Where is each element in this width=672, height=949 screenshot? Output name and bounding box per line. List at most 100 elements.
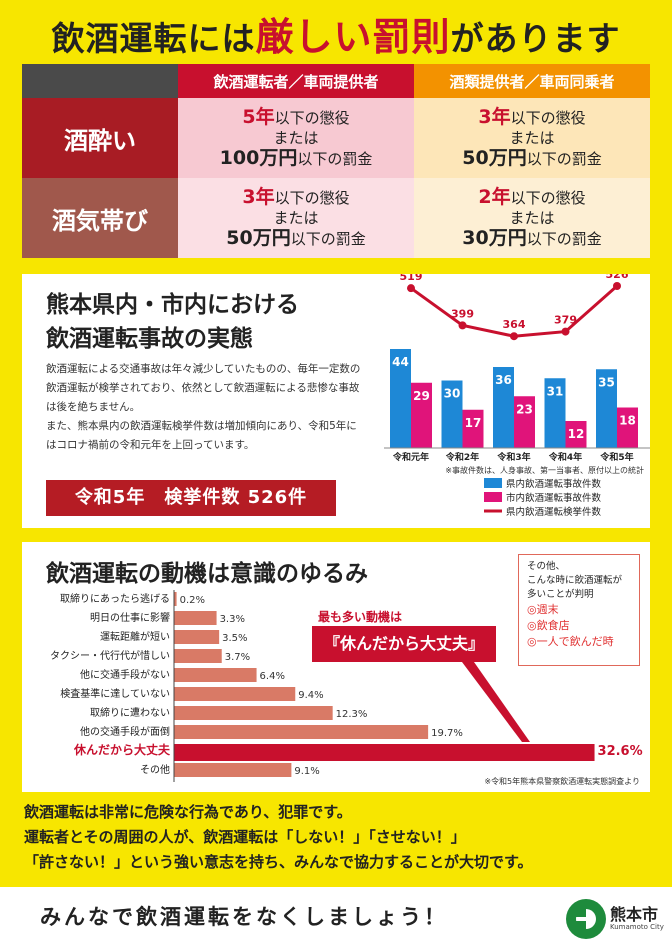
title-post: があります [450,19,621,58]
motives-section: 取締りにあったら逃げる 0.2% 明日の仕事に影響 3.3% 運転距離が短い 3.5% タク… [22,542,650,792]
bar-shinai-accidents [617,407,638,448]
bar-kennai-accidents [544,378,566,448]
category-label: 休んだから大丈夫 [73,742,171,757]
city-name: 熊本市 [610,905,659,924]
page-title: 飲酒運転には厳しい罰則があります [0,6,672,61]
line-value-label: 526 [606,274,629,281]
title-pre: 飲酒運転には [51,19,256,58]
motive-bar [174,611,217,625]
category-label: 検査基準に達していない [60,687,170,700]
bar-value-label: 23 [516,402,533,416]
line-point [613,282,621,290]
motives-chart: 取締りにあったら逃げる 0.2% 明日の仕事に影響 3.3% 運転距離が短い 3.5% タク… [50,590,643,786]
legend-swatch [484,492,502,502]
accidents-heading: 熊本県内・市内における 飲酒運転事故の実態 [46,292,299,352]
category-label: 取締りにあったら逃げる [60,592,170,605]
penalty-table: 飲酒運転者／車両提供者 酒類提供者／車両同乗者 酒酔い 5年以下の懲役 または … [22,64,650,258]
bar-value-label: 9.1% [294,766,319,777]
bar-value-label: 17 [465,416,482,430]
title-highlight: 厳しい罰則 [255,15,451,59]
bar-value-label: 19.7% [431,728,463,739]
bar-value-label: 29 [413,389,430,403]
footer: みんなで飲酒運転をなくしましょう！ 熊本市 Kumamoto City [0,887,672,949]
bar-shinai-accidents [462,409,484,448]
line-value-label: 364 [503,318,526,331]
category-label: 他の交通手段が面倒 [80,725,170,738]
bar-value-label: 6.4% [260,671,285,682]
line-point [561,327,570,336]
line-point [458,321,467,330]
category-label: 運転距離が短い [100,630,170,643]
motive-bar [174,668,257,682]
bar-shinai-accidents [411,382,432,448]
penalty-cell: 3年以下の懲役 または 50万円以下の罰金 [414,98,650,178]
bar-value-label: 44 [392,355,409,369]
motive-bar [174,706,333,720]
penalty-header-driver: 飲酒運転者／車両提供者 [178,64,414,98]
penalty-header-provider: 酒類提供者／車両同乗者 [414,64,650,98]
motive-bar [174,763,292,777]
motives-heading: 飲酒運転の動機は意識のゆるみ [46,561,368,587]
accidents-section: 熊本県内・市内における 飲酒運転事故の実態 飲酒運転による交通事故は年々減少してい… [22,274,650,528]
line-point [407,284,415,293]
motive-bar [174,630,220,644]
accidents-chart: 44 29 令和元年 30 17 令和2年 36 23 令和3年 31 12 令和4年 35 18 令和5年… [384,274,650,518]
x-tick-label: 令和2年 [445,451,479,463]
chart-note: ※事故件数は、人身事故、第一当事者、原付以上の統計 [445,465,644,475]
bar-kennai-accidents [441,380,463,448]
bar-value-label: 30 [444,387,461,401]
closing-message: 飲酒運転は非常に危険な行為であり、犯罪です。 運転者とその周囲の人が、飲酒運転は… [24,803,533,871]
penalty-row: 酒気帯び 3年以下の懲役 または 50万円以下の罰金 2年以下の懲役 または 3… [22,178,650,258]
bar-value-label: 32.6% [598,744,643,759]
bar-value-label: 3.7% [225,652,250,663]
penalty-row-label: 酒酔い [22,98,178,178]
penalty-row-label: 酒気帯び [22,178,178,258]
line-value-label: 519 [400,274,423,283]
penalty-header-blank [22,64,178,98]
bar-value-label: 0.2% [180,595,205,606]
penalty-row: 酒酔い 5年以下の懲役 または 100万円以下の罰金 3年以下の懲役 または 5… [22,98,650,178]
motive-bar [174,744,595,761]
category-label: タクシー・代行代が惜しい [50,649,170,662]
legend-label: 県内飲酒運転検挙件数 [506,506,602,518]
bar-value-label: 18 [619,414,636,428]
bar-kennai-accidents [390,349,411,448]
bar-value-label: 3.5% [222,633,247,644]
legend-label: 県内飲酒運転事故件数 [506,478,602,490]
x-tick-label: 令和元年 [392,451,429,463]
x-tick-label: 令和3年 [496,451,530,463]
motive-bar [174,687,296,701]
category-label: 他に交通手段がない [80,668,170,681]
motive-bar [174,649,222,663]
slogan: みんなで飲酒運転をなくしましょう！ [40,905,448,929]
penalty-cell: 2年以下の懲役 または 30万円以下の罰金 [414,178,650,258]
motive-bar [174,592,177,606]
bar-value-label: 3.3% [220,614,245,625]
city-logo-icon [566,899,606,939]
penalty-cell: 3年以下の懲役 または 50万円以下の罰金 [178,178,414,258]
x-tick-label: 令和4年 [548,451,582,463]
bar-kennai-accidents [596,369,617,448]
arrest-count-box: 令和5年 検挙件数 526件 [46,480,336,516]
callout-caption: 最も多い動機は [318,610,403,624]
line-value-label: 379 [554,314,577,327]
bar-value-label: 12.3% [336,709,368,720]
motive-bar [174,725,429,739]
bar-value-label: 9.4% [298,690,323,701]
category-label: 取締りに遭わない [90,706,170,719]
bar-kennai-accidents [493,367,514,448]
callout-pointer [462,662,530,742]
x-tick-label: 令和5年 [599,451,633,463]
motives-note: その他、 こんな時に飲酒運転が 多いことが判明 ◎週末 ◎飲食店 ◎一人で飲んだ… [518,554,640,666]
bar-value-label: 12 [568,427,585,441]
city-name-en: Kumamoto City [610,923,664,931]
bar-value-label: 36 [495,373,512,387]
category-label: その他 [140,763,170,776]
line-point [510,332,518,341]
accidents-description: 飲酒運転による交通事故は年々減少していたものの、毎年一定数の飲酒運転が検挙されて… [46,363,361,451]
bar-shinai-accidents [565,421,587,448]
line-value-label: 399 [451,307,474,320]
legend-label: 市内飲酒運転事故件数 [506,492,602,504]
callout-box: 『休んだから大丈夫』 [312,626,496,662]
source-note: ※令和5年熊本県警察飲酒運転実態調査より [484,776,640,786]
